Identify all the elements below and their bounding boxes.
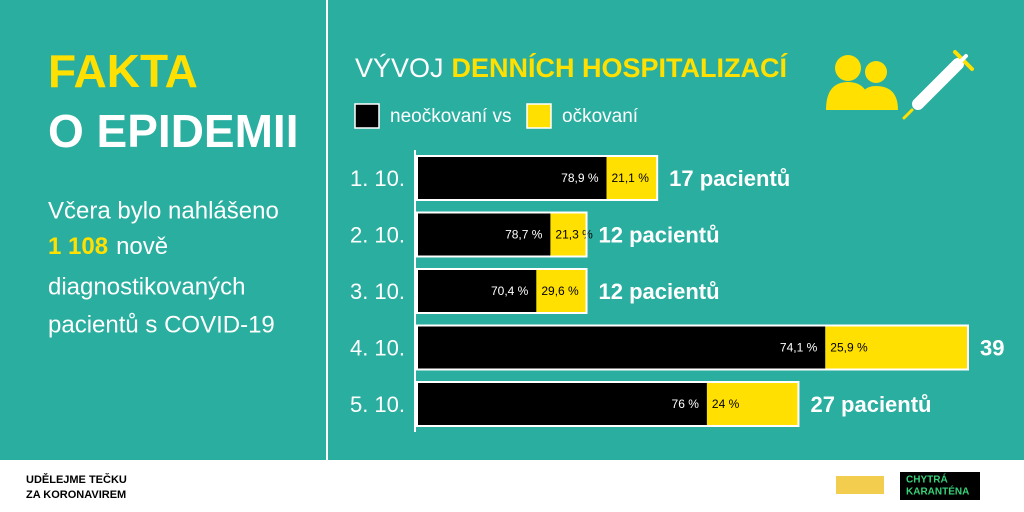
heading: O EPIDEMII bbox=[48, 105, 298, 157]
legend-swatch bbox=[354, 103, 380, 129]
badge-text: KARANTÉNA bbox=[906, 485, 969, 498]
title-part: VÝVOJ bbox=[355, 53, 444, 83]
bar-segment bbox=[706, 382, 799, 426]
badge bbox=[900, 472, 980, 500]
bar-outline bbox=[416, 381, 800, 427]
bar-outline bbox=[416, 155, 659, 201]
text-line: diagnostikovaných bbox=[48, 273, 245, 300]
campaign-text: UDĚLEJME TEČKU bbox=[26, 473, 127, 486]
bar-segment bbox=[417, 269, 537, 313]
bar-outline bbox=[416, 268, 588, 314]
legend-label: neočkovaní vs bbox=[390, 106, 511, 127]
bar-segment bbox=[417, 325, 826, 370]
ministry-logo bbox=[836, 476, 884, 494]
segment-label: 78,7 % bbox=[505, 228, 543, 242]
segment-label: 76 % bbox=[672, 397, 700, 411]
campaign-text: ZA KORONAVIREM bbox=[26, 489, 126, 501]
text-line: 1 108 nově bbox=[48, 233, 168, 260]
text: nově bbox=[116, 233, 168, 260]
category-label: 3. 10. bbox=[350, 279, 405, 304]
segment-label: 74,1 % bbox=[780, 341, 818, 355]
segment-label: 78,9 % bbox=[561, 171, 599, 185]
segment-label: 70,4 % bbox=[491, 284, 529, 298]
segment-label: 21,3 % bbox=[555, 228, 593, 242]
text-line: Včera bylo nahlášeno bbox=[48, 197, 279, 224]
syringe-icon bbox=[902, 50, 974, 120]
category-label: 5. 10. bbox=[350, 392, 405, 417]
total-label: 12 pacientů bbox=[599, 222, 720, 247]
legend-swatch bbox=[526, 103, 552, 129]
bar-segment bbox=[536, 269, 587, 313]
highlight-number: 1 108 bbox=[48, 233, 108, 260]
bar-outline bbox=[416, 211, 588, 258]
bar-outline bbox=[416, 324, 969, 371]
segment-label: 29,6 % bbox=[541, 284, 579, 298]
total-label: 12 pacientů bbox=[599, 279, 720, 304]
bar-segment bbox=[550, 212, 587, 257]
total-label: 39 bbox=[980, 335, 1004, 360]
title-part: DENNÍCH HOSPITALIZACÍ bbox=[452, 52, 789, 83]
bar-segment bbox=[417, 212, 551, 257]
bar-segment bbox=[417, 156, 607, 200]
category-label: 2. 10. bbox=[350, 222, 405, 247]
total-label: 27 pacientů bbox=[810, 392, 931, 417]
chart-title: VÝVOJ DENNÍCH HOSPITALIZACÍ bbox=[355, 52, 789, 83]
badge-text: CHYTRÁ bbox=[906, 473, 948, 486]
bar-segment bbox=[825, 325, 968, 370]
legend-label: očkovaní bbox=[562, 106, 639, 127]
bar-segment bbox=[606, 156, 658, 200]
people-icon bbox=[826, 55, 898, 110]
bar-segment bbox=[417, 382, 707, 426]
category-label: 4. 10. bbox=[350, 335, 405, 360]
total-label: 17 pacientů bbox=[669, 166, 790, 191]
segment-label: 24 % bbox=[712, 397, 740, 411]
heading: FAKTA bbox=[48, 45, 198, 97]
text-line: pacientů s COVID-19 bbox=[48, 311, 275, 338]
segment-label: 21,1 % bbox=[612, 171, 650, 185]
category-label: 1. 10. bbox=[350, 166, 405, 191]
segment-label: 25,9 % bbox=[830, 341, 868, 355]
